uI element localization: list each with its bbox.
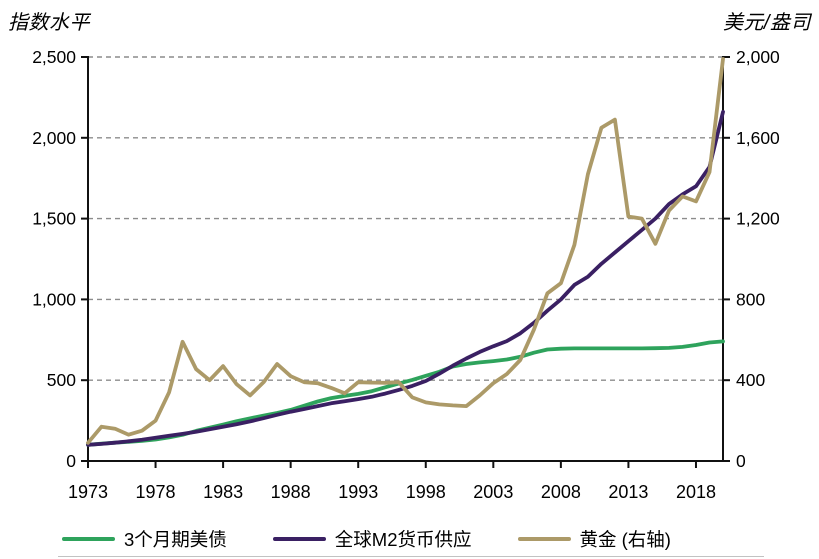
svg-text:400: 400: [736, 370, 765, 390]
bottom-divider: [58, 556, 764, 557]
legend-swatch-purple-line: [272, 536, 326, 542]
svg-text:1978: 1978: [136, 482, 176, 502]
svg-text:1998: 1998: [406, 482, 446, 502]
chart-legend: 3个月期美债 全球M2货币供应 黄金 (右轴): [0, 524, 819, 554]
svg-text:2,000: 2,000: [32, 128, 76, 148]
legend-item-m2: 全球M2货币供应: [272, 526, 472, 552]
svg-text:2013: 2013: [608, 482, 648, 502]
legend-swatch-green-line: [62, 536, 115, 542]
svg-text:2008: 2008: [541, 482, 581, 502]
legend-item-gold: 黄金 (右轴): [517, 526, 671, 552]
svg-text:500: 500: [47, 370, 76, 390]
right-axis-title: 美元/盎司: [722, 12, 811, 34]
svg-text:2018: 2018: [676, 482, 716, 502]
svg-text:1,500: 1,500: [32, 209, 76, 229]
legend-swatch-gold-line: [517, 536, 571, 542]
svg-text:1993: 1993: [338, 482, 378, 502]
legend-item-treasury: 3个月期美债: [62, 526, 227, 552]
svg-text:1983: 1983: [203, 482, 243, 502]
svg-text:1,000: 1,000: [32, 289, 76, 309]
svg-text:1973: 1973: [68, 482, 108, 502]
legend-label-m2: 全球M2货币供应: [334, 529, 472, 550]
legend-label-gold: 黄金 (右轴): [579, 529, 671, 550]
svg-text:0: 0: [736, 451, 746, 471]
svg-text:0: 0: [66, 451, 76, 471]
legend-label-treasury: 3个月期美债: [124, 529, 227, 550]
svg-text:2003: 2003: [473, 482, 513, 502]
svg-text:800: 800: [736, 289, 765, 309]
svg-text:2,500: 2,500: [32, 47, 76, 67]
svg-text:1,600: 1,600: [736, 128, 780, 148]
svg-text:2,000: 2,000: [736, 47, 780, 67]
left-axis-title: 指数水平: [8, 12, 90, 34]
svg-text:1,200: 1,200: [736, 209, 780, 229]
svg-text:1988: 1988: [271, 482, 311, 502]
chart-plot-area: 0 500 1,000 1,500 2,000 2,500 0 400 800 1,200 1,60…: [32, 47, 780, 502]
